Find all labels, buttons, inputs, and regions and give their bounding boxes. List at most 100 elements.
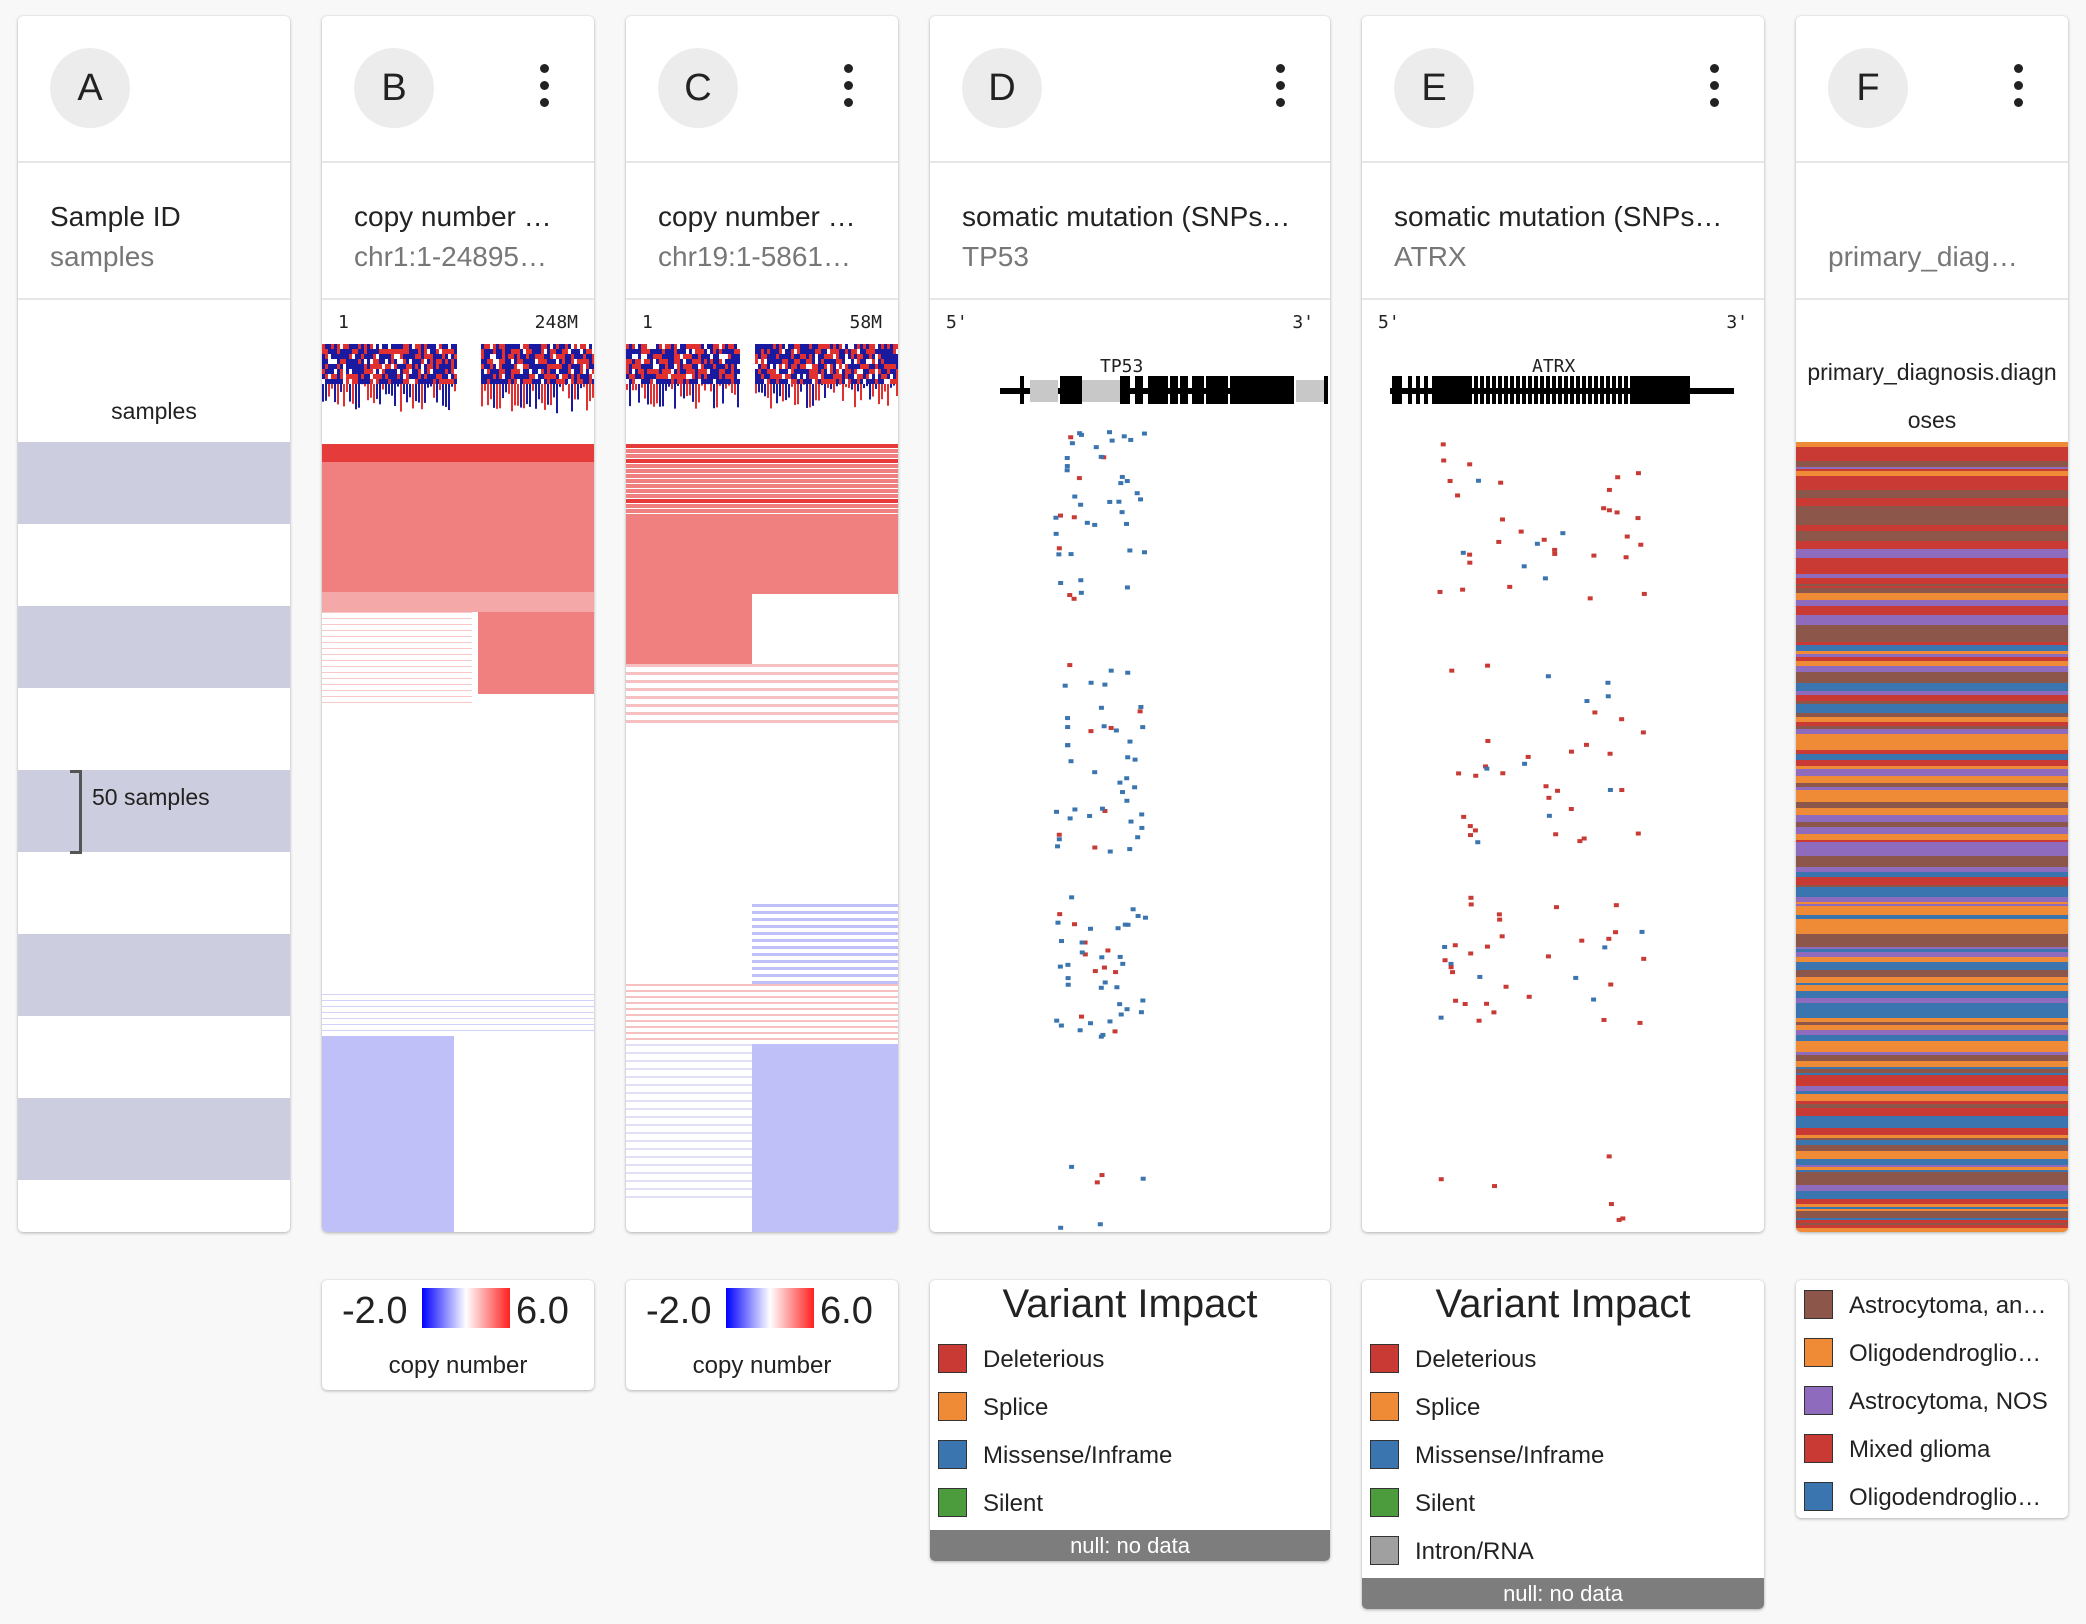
- column-b-heading[interactable]: copy number … chr1:1-24895…: [322, 163, 594, 300]
- cn-summary-tick: [761, 384, 763, 393]
- cn-summary-cell: [818, 369, 821, 374]
- cn-summary-cell: [337, 364, 340, 369]
- cn-summary-cell: [659, 369, 662, 374]
- cn-summary-cell: [493, 374, 496, 379]
- diagnosis-stripe: [1796, 902, 2068, 904]
- column-d-avatar[interactable]: D: [962, 48, 1042, 128]
- column-a-avatar[interactable]: A: [50, 48, 130, 128]
- cn-summary-cell: [550, 369, 553, 374]
- diagnosis-track[interactable]: primary_diagnosis.diagn oses: [1796, 300, 2068, 1232]
- column-a-heading[interactable]: Sample ID samples: [18, 163, 290, 300]
- tp53-gene-label: TP53: [1100, 356, 1144, 377]
- cn-summary-cell: [650, 359, 653, 364]
- diagnosis-stripe: [1796, 842, 2068, 849]
- cn-summary-cell: [487, 379, 490, 384]
- column-e-more-icon[interactable]: [1704, 64, 1724, 112]
- samples-track[interactable]: samples 50 samples: [18, 300, 290, 1232]
- cn-summary-cell: [331, 369, 334, 374]
- mutation-dot: [1120, 790, 1126, 795]
- cn-thin-line: [626, 1156, 752, 1158]
- mutation-track-tp53[interactable]: 5' 3' TP53: [930, 300, 1330, 1232]
- cn-summary-cell: [400, 344, 403, 349]
- column-f-heading[interactable]: primary_diag…: [1796, 163, 2068, 300]
- cn-summary-tick: [782, 384, 784, 402]
- cn-summary-cell: [439, 349, 442, 354]
- tp53-gene-model: [1000, 376, 1328, 404]
- cn-summary-cell: [400, 364, 403, 369]
- column-e-heading[interactable]: somatic mutation (SNPs… ATRX: [1362, 163, 1764, 300]
- gene-exon: [1432, 376, 1472, 404]
- cn-summary-cell: [403, 364, 406, 369]
- copy-number-track-chr19[interactable]: 1 58M: [626, 300, 898, 1232]
- cn-summary-cell: [481, 369, 484, 374]
- cn-summary-cell: [878, 374, 881, 379]
- cn-summary-cell: [689, 374, 692, 379]
- cn-summary-cell: [890, 344, 893, 349]
- cn-summary-cell: [764, 374, 767, 379]
- column-f-avatar[interactable]: F: [1828, 48, 1908, 128]
- cn-summary-cell: [526, 374, 529, 379]
- cn-summary-cell: [553, 349, 556, 354]
- cn-summary-cell: [836, 374, 839, 379]
- cn-summary-cell: [764, 379, 767, 384]
- cn-summary-cell: [632, 364, 635, 369]
- diagnosis-stripe: [1796, 947, 2068, 949]
- diagnosis-stripe: [1796, 957, 2068, 962]
- column-b-more-icon[interactable]: [534, 64, 554, 112]
- column-f-more-icon[interactable]: [2008, 64, 2028, 112]
- cn-summary-cell: [448, 364, 451, 369]
- cn-summary-cell: [644, 379, 647, 384]
- cn-summary-cell: [836, 354, 839, 359]
- copy-number-track-chr1[interactable]: 1 248M: [322, 300, 594, 1232]
- legend-label: Oligodendroglio…: [1849, 1484, 2042, 1511]
- diagnosis-stripe: [1796, 590, 2068, 593]
- cn-summary-cell: [334, 379, 337, 384]
- column-d-heading[interactable]: somatic mutation (SNPs… TP53: [930, 163, 1330, 300]
- cn-thin-line: [752, 960, 898, 963]
- cn-summary-cell: [421, 369, 424, 374]
- cn-summary-cell: [421, 379, 424, 384]
- column-c-heading[interactable]: copy number … chr19:1-5861…: [626, 163, 898, 300]
- diagnosis-stripe: [1796, 704, 2068, 706]
- cn-summary-cell: [331, 349, 334, 354]
- cn-summary-cell: [568, 344, 571, 349]
- mutation-dot: [1491, 1010, 1497, 1015]
- mutation-track-atrx[interactable]: 5' 3' ATRX: [1362, 300, 1764, 1232]
- column-c-avatar[interactable]: C: [658, 48, 738, 128]
- cn-summary-cell: [896, 369, 898, 374]
- column-d-more-icon[interactable]: [1270, 64, 1290, 112]
- cn-summary-cell: [815, 374, 818, 379]
- column-c-more-icon[interactable]: [838, 64, 858, 112]
- mutation-dot: [1098, 705, 1104, 710]
- cn-summary-cell: [394, 359, 397, 364]
- gene-exon: [1594, 376, 1598, 404]
- cn-summary-tick: [562, 384, 564, 392]
- cn-summary-cell: [806, 354, 809, 359]
- cn-summary-tick: [403, 384, 405, 395]
- cn-summary-cell: [701, 379, 704, 384]
- cn-summary-cell: [508, 354, 511, 359]
- diagnosis-stripe: [1796, 1030, 2068, 1035]
- sample-band: [18, 1180, 290, 1232]
- column-e-avatar[interactable]: E: [1394, 48, 1474, 128]
- diagnosis-stripe: [1796, 618, 2068, 625]
- mutation-dot: [1124, 1007, 1130, 1012]
- cn-thin-line: [626, 1076, 752, 1078]
- cn-summary-cell: [677, 349, 680, 354]
- cn-summary-tick: [451, 384, 453, 387]
- cn-summary-cell: [499, 349, 502, 354]
- cn-summary-cell: [758, 344, 761, 349]
- cn-summary-cell: [571, 344, 574, 349]
- cn-summary-cell: [418, 344, 421, 349]
- cn-summary-cell: [388, 354, 391, 359]
- cn-summary-cell: [737, 344, 740, 349]
- cn-summary-tick: [448, 384, 450, 411]
- legend-swatch: [1804, 1434, 1833, 1463]
- cn-summary-cell: [586, 344, 589, 349]
- cn-summary-cell: [586, 379, 589, 384]
- column-b-avatar[interactable]: B: [354, 48, 434, 128]
- cn-summary-cell: [493, 344, 496, 349]
- cn-summary-cell: [755, 344, 758, 349]
- cn-summary-cell: [526, 364, 529, 369]
- cn-summary-cell: [827, 364, 830, 369]
